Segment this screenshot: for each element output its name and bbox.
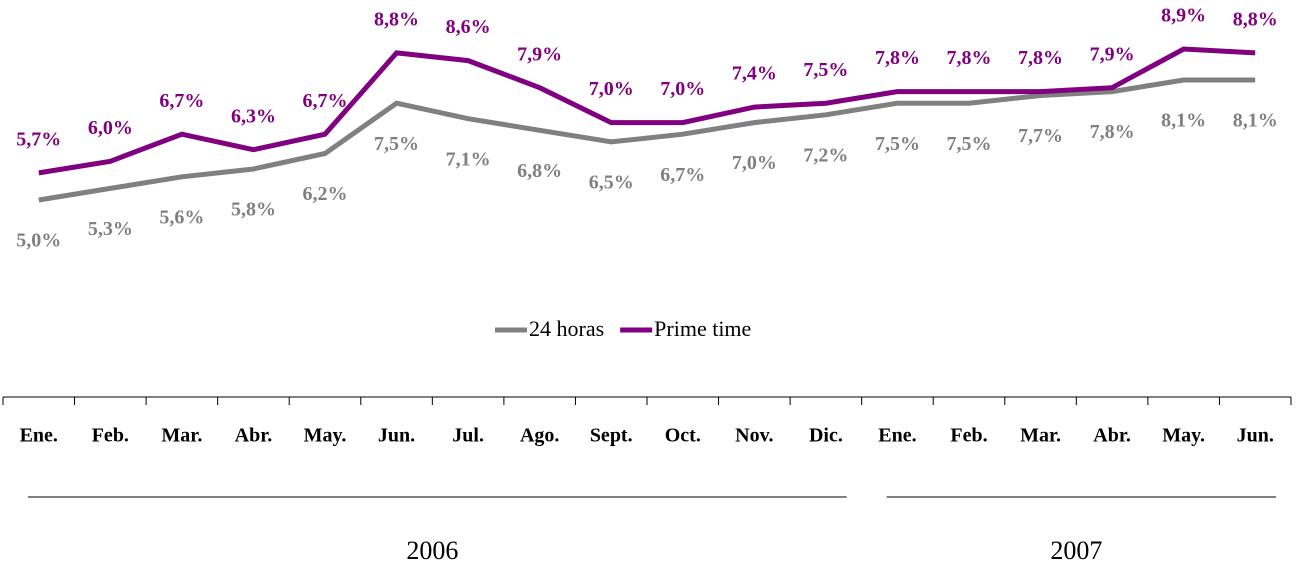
x-tick-label: May. <box>304 425 347 447</box>
x-tick-label: Abr. <box>235 425 273 447</box>
x-tick-label: Mar. <box>161 425 202 447</box>
data-label: 7,8% <box>1090 121 1135 143</box>
x-tick-label: Nov. <box>735 425 773 447</box>
x-tick-label: Abr. <box>1093 425 1131 447</box>
x-tick-label: Ene. <box>20 425 58 447</box>
data-label: 8,8% <box>374 8 419 30</box>
legend-label: 24 horas <box>529 316 604 341</box>
data-label: 7,8% <box>947 47 992 69</box>
data-label: 7,8% <box>875 47 920 69</box>
data-label: 7,5% <box>875 133 920 155</box>
data-label: 8,6% <box>446 16 491 38</box>
data-label: 7,0% <box>732 152 777 174</box>
x-tick-label: Feb. <box>92 425 129 447</box>
x-tick-label: Ago. <box>520 425 559 447</box>
data-label: 7,0% <box>589 78 634 100</box>
data-label: 6,7% <box>660 164 705 186</box>
series-line <box>38 77 1256 203</box>
data-label: 7,9% <box>1090 43 1135 65</box>
data-label: 8,8% <box>1233 8 1278 30</box>
data-label: 7,1% <box>446 148 491 170</box>
year-label: 2006 <box>406 536 458 565</box>
x-tick-label: May. <box>1162 425 1205 447</box>
data-label: 7,0% <box>660 78 705 100</box>
data-label: 7,5% <box>803 59 848 81</box>
data-label: 6,2% <box>303 183 348 205</box>
x-tick-label: Mar. <box>1020 425 1061 447</box>
legend-label: Prime time <box>654 316 751 341</box>
data-label: 6,5% <box>589 172 634 194</box>
x-tick-label: Oct. <box>665 425 701 447</box>
x-tick-label: Jun. <box>378 425 415 447</box>
data-label: 7,7% <box>1018 125 1063 147</box>
series-line <box>38 46 1256 176</box>
data-label: 7,2% <box>803 144 848 166</box>
x-tick-label: Jul. <box>452 425 484 447</box>
data-label: 8,1% <box>1161 110 1206 132</box>
data-label: 5,8% <box>231 199 276 221</box>
data-label: 7,5% <box>947 133 992 155</box>
data-label: 8,1% <box>1233 110 1278 132</box>
data-label: 5,6% <box>159 206 204 228</box>
data-label: 6,8% <box>517 160 562 182</box>
x-tick-label: Jun. <box>1237 425 1274 447</box>
year-label: 2007 <box>1050 536 1102 565</box>
data-label: 6,3% <box>231 105 276 127</box>
data-label: 7,9% <box>517 43 562 65</box>
x-tick-label: Sept. <box>590 425 633 447</box>
data-label: 8,9% <box>1161 5 1206 27</box>
data-label: 6,7% <box>303 90 348 112</box>
data-label: 5,0% <box>16 230 61 252</box>
x-tick-label: Dic. <box>809 425 843 447</box>
data-label: 7,4% <box>732 63 777 85</box>
data-label: 6,7% <box>159 90 204 112</box>
data-label: 7,5% <box>374 133 419 155</box>
x-tick-label: Ene. <box>878 425 916 447</box>
data-label: 5,7% <box>16 128 61 150</box>
data-label: 7,8% <box>1018 47 1063 69</box>
x-tick-label: Feb. <box>950 425 987 447</box>
data-label: 6,0% <box>88 117 133 139</box>
data-label: 5,3% <box>88 218 133 240</box>
